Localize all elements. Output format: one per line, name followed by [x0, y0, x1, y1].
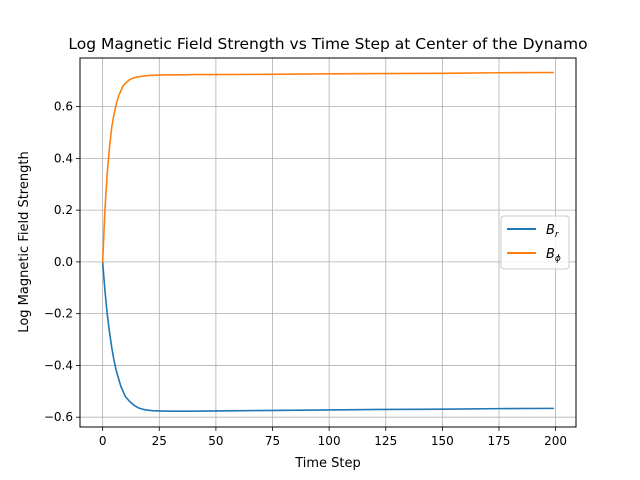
y-tick-label: −0.4	[44, 358, 73, 372]
x-tick-label: 100	[318, 434, 341, 448]
x-tick-label: 200	[544, 434, 567, 448]
grid	[80, 58, 576, 427]
x-tick-label: 175	[488, 434, 511, 448]
x-tick-label: 25	[152, 434, 167, 448]
x-tick-label: 125	[374, 434, 397, 448]
x-tick-label: 150	[431, 434, 454, 448]
y-tick-label: −0.6	[44, 410, 73, 424]
legend-label-br-name: B	[546, 223, 555, 238]
y-axis-label: Log Magnetic Field Strength	[17, 151, 32, 332]
series-layer	[101, 71, 555, 413]
series-line-bphi	[101, 71, 555, 263]
legend-label-bphi: Bϕ	[546, 247, 561, 264]
chart-title: Log Magnetic Field Strength vs Time Step…	[68, 35, 587, 53]
x-tick-label: 50	[208, 434, 223, 448]
x-axis-label: Time Step	[294, 456, 361, 471]
y-tick-label: 0.4	[54, 151, 73, 165]
ticks: 0 25 50 75 100 125 150 175 200 −0.6 −0.4 −0.2 0.0 0.2…	[44, 100, 567, 448]
plot-frame	[79, 57, 577, 428]
y-tick-label: 0.2	[54, 203, 73, 217]
legend-label-br-subscript: r	[555, 230, 560, 240]
y-tick-label: 0.6	[54, 100, 73, 114]
legend-label-bphi-subscript: ϕ	[555, 254, 561, 264]
legend: Br Bϕ	[500, 215, 570, 270]
y-tick-label: −0.2	[44, 307, 73, 321]
legend-label-bphi-name: B	[546, 247, 555, 262]
x-tick-label: 0	[99, 434, 107, 448]
series-line-br	[101, 261, 555, 413]
x-tick-label: 75	[265, 434, 280, 448]
y-tick-label: 0.0	[54, 255, 73, 269]
legend-label-br: Br	[546, 223, 560, 240]
